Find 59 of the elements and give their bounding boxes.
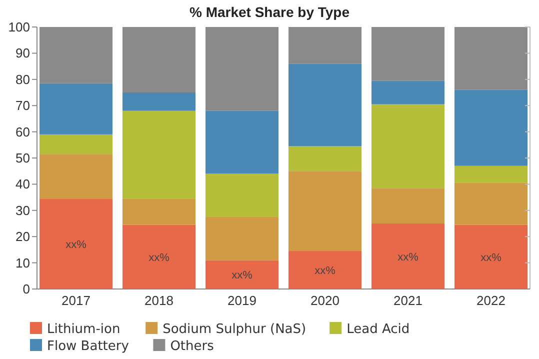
- bar: [122, 92, 196, 111]
- bar: [39, 198, 113, 289]
- y-tick-label: 40: [16, 176, 30, 192]
- y-tick-label: 10: [16, 255, 30, 270]
- y-tick-label: 80: [16, 72, 30, 87]
- bar: [371, 188, 445, 224]
- bar: [39, 134, 113, 154]
- bar: [39, 83, 113, 134]
- x-tick-label: 2019: [228, 293, 256, 308]
- y-tick-label: 100: [8, 20, 30, 34]
- data-label: xx%: [66, 238, 87, 251]
- bar: [371, 104, 445, 188]
- data-label: xx%: [148, 252, 170, 264]
- data-label: xx%: [314, 265, 336, 278]
- bar: [122, 224, 196, 289]
- legend-label: Sodium Sulphur (NaS): [162, 322, 306, 337]
- y-tick-label: 20: [16, 229, 30, 244]
- x-tick-label: 2017: [62, 293, 90, 308]
- bar: [122, 27, 196, 92]
- x-tick-label: 2018: [144, 293, 174, 308]
- x-tick-label: 2020: [310, 293, 340, 308]
- bar: [371, 224, 445, 289]
- bar: [288, 64, 362, 146]
- bar: [39, 154, 113, 199]
- bar: [122, 198, 196, 225]
- bar: [454, 90, 528, 166]
- bar: [288, 146, 362, 172]
- x-tick-label: 2022: [476, 293, 506, 308]
- bar: [371, 80, 445, 104]
- bar: [205, 260, 279, 289]
- data-label: xx%: [480, 252, 502, 264]
- bar: [454, 166, 528, 183]
- data-label: xx%: [398, 251, 419, 264]
- x-tick-label: 2021: [394, 293, 422, 308]
- legend-label: Lead Acid: [346, 322, 410, 337]
- bar: [205, 174, 279, 217]
- bar: [454, 27, 528, 90]
- bar: [288, 251, 362, 289]
- bar: [288, 171, 362, 252]
- y-tick-label: 70: [16, 98, 30, 114]
- bar: [122, 110, 196, 199]
- bar: [454, 224, 528, 289]
- chart-title: % Market Share by Type: [189, 4, 350, 20]
- legend-label: Lithium-ion: [47, 322, 120, 337]
- legend-label: Others: [170, 339, 214, 354]
- bar: [371, 27, 445, 81]
- data-label: xx%: [232, 270, 253, 282]
- y-tick-label: 30: [16, 202, 30, 218]
- y-tick-label: 90: [16, 46, 30, 61]
- y-tick-label: 0: [22, 282, 30, 296]
- bar: [288, 27, 362, 64]
- bar: [205, 110, 279, 174]
- bar: [205, 216, 279, 260]
- bar: [454, 182, 528, 225]
- y-tick-label: 60: [16, 124, 30, 140]
- bar: [39, 27, 113, 84]
- y-tick-label: 50: [16, 150, 30, 166]
- legend-label: Flow Battery: [47, 339, 130, 354]
- bar: [205, 27, 279, 111]
